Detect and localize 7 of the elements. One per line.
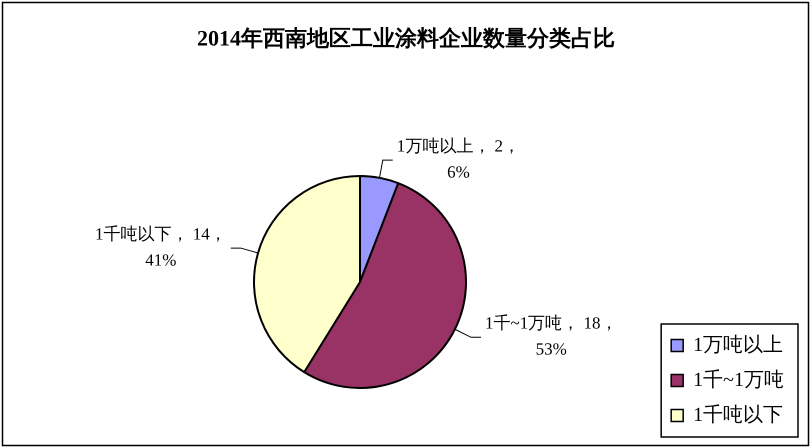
data-label: 1千吨以下， 14， 41% — [94, 224, 227, 270]
data-label: 1万吨以上， 2， 6% — [396, 136, 520, 182]
legend-label: 1万吨以上 — [693, 334, 784, 356]
data-label: 1千~1万吨， 18， 53% — [484, 314, 618, 359]
legend-label: 1千~1万吨 — [693, 368, 784, 391]
chart-title: 2014年西南地区工业涂料企业数量分类占比 — [197, 26, 615, 51]
legend-label: 1千吨以下 — [693, 404, 784, 426]
